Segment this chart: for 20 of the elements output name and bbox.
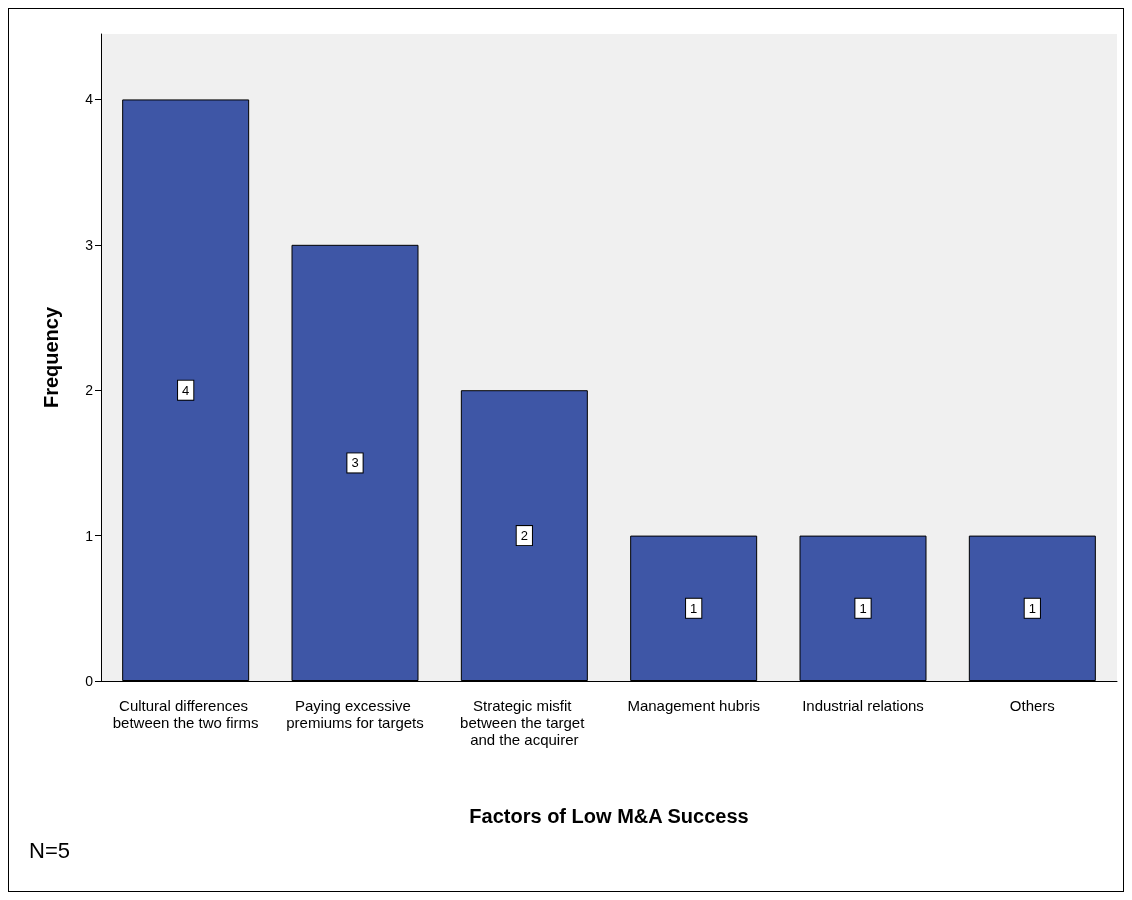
data-label: 1 xyxy=(859,600,867,616)
data-label: 4 xyxy=(182,382,190,398)
data-label: 1 xyxy=(1028,600,1036,616)
data-label: 1 xyxy=(690,600,698,616)
y-axis-title: Frequency xyxy=(40,306,62,409)
y-tick-label: 2 xyxy=(85,382,94,399)
x-tick-label: Paying excessive premiums for targets xyxy=(286,697,424,731)
y-tick-label: 3 xyxy=(85,236,94,253)
data-label: 2 xyxy=(520,528,528,544)
y-tick-label: 1 xyxy=(85,527,94,544)
x-tick-label: Industrial relations xyxy=(802,697,924,714)
text: N=5 xyxy=(29,837,70,863)
data-label: 3 xyxy=(351,455,359,471)
y-tick-label: 4 xyxy=(85,91,94,108)
x-tick-label: Strategic misfit between the target and the acquirer xyxy=(460,697,589,748)
x-tick-label: Others xyxy=(1009,697,1055,714)
y-tick-label: 0 xyxy=(85,673,94,689)
x-tick-label: Management hubris xyxy=(627,697,760,714)
x-tick-label: Cultural differences between the two firms xyxy=(112,697,259,731)
x-axis-title: Factors of Low M&A Success xyxy=(469,805,749,827)
